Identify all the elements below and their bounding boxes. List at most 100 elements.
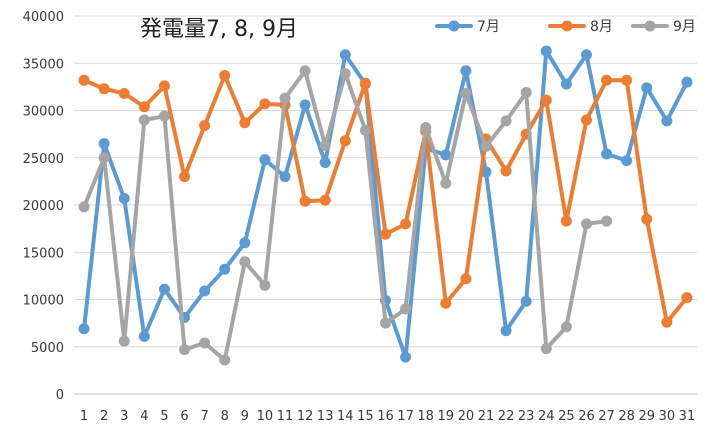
data-point [540,94,552,106]
data-point [118,87,130,99]
x-tick-label: 7 [200,409,208,424]
x-tick-label: 16 [377,409,394,424]
series-2 [78,70,693,328]
x-tick-label: 26 [578,409,595,424]
data-point [520,87,532,99]
data-point [279,92,291,104]
x-tick-label: 12 [297,409,314,424]
data-point [259,279,271,291]
data-point [580,114,592,126]
data-point [500,165,512,177]
y-axis-ticks: 0 5000 10000 15000 20000 25000 30000 35000 40000 [23,10,64,403]
data-point [641,213,653,225]
x-tick-label: 23 [518,409,535,424]
x-tick-label: 29 [638,409,655,424]
gridlines [74,15,697,395]
data-point [78,74,90,86]
data-point [621,74,633,86]
data-point [319,156,331,168]
data-point [601,74,613,86]
data-point [138,330,150,342]
data-point [500,115,512,127]
x-tick-label: 15 [357,409,374,424]
y-tick-label: 5000 [31,341,64,356]
data-point [420,122,432,134]
data-point [299,65,311,77]
data-point [78,323,90,335]
legend-swatch-marker [561,20,573,32]
x-tick-label: 21 [478,409,495,424]
data-point [460,65,472,77]
x-tick-label: 28 [618,409,635,424]
data-point [540,343,552,355]
x-tick-label: 3 [120,409,128,424]
data-point [580,218,592,230]
data-point [661,115,673,127]
data-point [621,155,633,167]
legend-swatch-marker [448,20,460,32]
y-tick-label: 0 [56,388,64,403]
data-point [400,351,412,363]
data-point [319,194,331,206]
x-tick-label: 13 [317,409,334,424]
legend-item: 9月 [631,19,696,35]
data-point [460,87,472,99]
series-3 [78,65,613,366]
data-point [359,77,371,89]
x-tick-label: 22 [498,409,515,424]
data-point [98,138,110,150]
x-tick-label: 19 [438,409,455,424]
data-point [199,285,211,297]
data-point [319,139,331,151]
data-point [199,337,211,349]
data-point [400,218,412,230]
x-tick-label: 4 [140,409,148,424]
data-point [500,325,512,337]
chart-title: 発電量7, 8, 9月 [140,17,298,42]
data-point [560,215,572,227]
data-point [138,114,150,126]
data-point [560,78,572,90]
data-point [339,49,351,61]
legend: 7月 8月 9月 [435,19,696,35]
data-point [118,192,130,204]
y-tick-label: 10000 [23,294,64,309]
x-tick-label: 18 [417,409,434,424]
y-tick-label: 40000 [23,10,64,25]
data-point [199,120,211,132]
x-tick-label: 17 [397,409,414,424]
x-tick-label: 5 [160,409,168,424]
x-tick-label: 24 [538,409,555,424]
data-point [239,117,251,129]
x-tick-label: 8 [221,409,229,424]
data-point [601,215,613,227]
x-tick-label: 14 [337,409,354,424]
x-tick-label: 2 [100,409,108,424]
data-point [440,149,452,161]
data-point [98,152,110,164]
data-point [460,273,472,285]
data-point [279,171,291,183]
legend-label: 9月 [673,19,696,35]
x-tick-label: 27 [598,409,615,424]
data-point [339,135,351,147]
legend-label: 7月 [477,19,500,35]
legend-swatch-marker [644,20,656,32]
data-point [78,201,90,213]
data-point [480,140,492,152]
y-tick-label: 30000 [23,105,64,120]
data-point [179,171,191,183]
data-point [259,154,271,166]
y-tick-label: 35000 [23,57,64,72]
series-group [78,45,693,366]
x-tick-label: 1 [80,409,88,424]
x-tick-label: 6 [180,409,188,424]
x-axis-ticks: 1 2 3 4 5 6 7 8 9 10 11 12 13 14 15 16 17 18 19 20 21 22 23 24 2… [80,409,695,424]
y-tick-label: 15000 [23,246,64,261]
x-tick-label: 10 [257,409,274,424]
x-tick-label: 31 [679,409,696,424]
x-tick-label: 9 [241,409,249,424]
data-point [299,195,311,207]
